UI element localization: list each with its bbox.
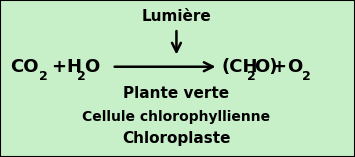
Text: O: O bbox=[84, 58, 99, 76]
Text: O: O bbox=[288, 58, 303, 76]
Text: H: H bbox=[66, 58, 81, 76]
Text: Lumière: Lumière bbox=[142, 9, 211, 24]
Text: 2: 2 bbox=[39, 70, 48, 83]
Text: CO: CO bbox=[10, 58, 38, 76]
Text: Cellule chlorophyllienne: Cellule chlorophyllienne bbox=[82, 110, 271, 124]
Text: +: + bbox=[51, 58, 66, 76]
Text: 2: 2 bbox=[302, 70, 311, 83]
Text: +: + bbox=[272, 58, 286, 76]
Text: 2: 2 bbox=[77, 70, 86, 83]
Text: (CH: (CH bbox=[222, 58, 258, 76]
Text: 2: 2 bbox=[247, 70, 256, 83]
Text: Chloroplaste: Chloroplaste bbox=[122, 131, 231, 146]
Text: Plante verte: Plante verte bbox=[124, 86, 229, 101]
Text: O): O) bbox=[254, 58, 277, 76]
